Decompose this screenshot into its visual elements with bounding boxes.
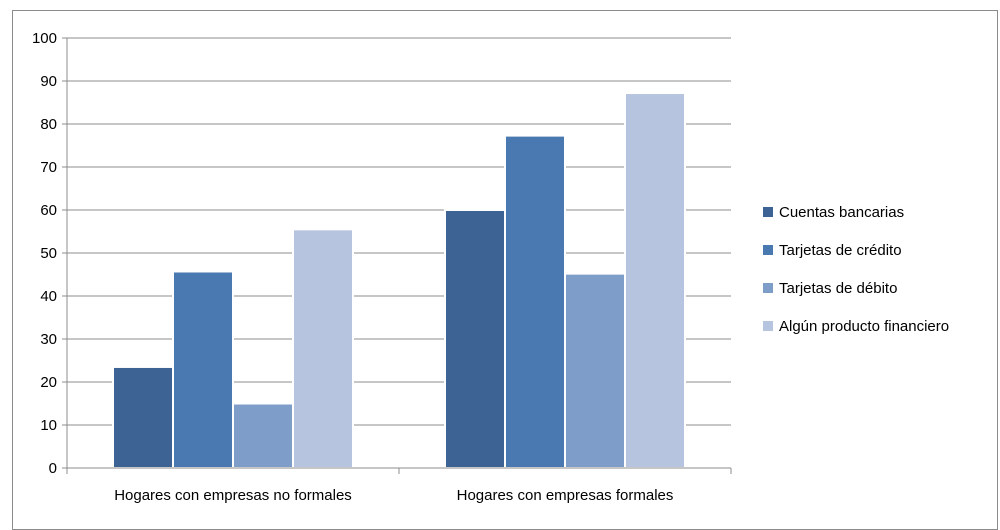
- legend-swatch: [763, 207, 773, 217]
- y-tick-label: 10: [40, 417, 57, 434]
- bar-3-2: [564, 272, 626, 470]
- legend-label: Cuentas bancarias: [779, 204, 904, 221]
- bar-1-1: [112, 365, 174, 470]
- legend-swatch: [763, 283, 773, 293]
- bar-1-2: [444, 209, 506, 469]
- y-tick-label: 40: [40, 288, 57, 305]
- legend: Cuentas bancarias Tarjetas de crédito Tarj…: [763, 204, 949, 335]
- y-tick-label: 0: [49, 460, 57, 477]
- y-tick-label: 70: [40, 159, 57, 176]
- bar-2-1: [172, 270, 234, 469]
- y-tick-label: 100: [32, 30, 57, 47]
- y-tick-labels: 0 10 20 30 40 50 60 70 80 90 100: [32, 30, 67, 477]
- y-tick-label: 30: [40, 331, 57, 348]
- bar-4-2: [624, 92, 686, 469]
- y-tick-label: 80: [40, 116, 57, 133]
- legend-swatch: [763, 321, 773, 331]
- legend-label: Algún producto financiero: [779, 318, 949, 335]
- bar-4-1: [292, 228, 354, 469]
- y-tick-label: 50: [40, 245, 57, 262]
- y-tick-label: 20: [40, 374, 57, 391]
- bar-2-2: [504, 134, 566, 470]
- bar-chart: 0 10 20 30 40 50 60 70 80 90 100 Hogares con empre…: [32, 30, 949, 504]
- y-tick-label: 90: [40, 73, 57, 90]
- x-category-labels: Hogares con empresas no formales Hogares …: [66, 468, 732, 504]
- bars: [112, 92, 686, 470]
- bar-3-1: [232, 402, 294, 469]
- x-category-label: Hogares con empresas formales: [457, 487, 674, 504]
- x-category-label: Hogares con empresas no formales: [114, 487, 352, 504]
- y-tick-label: 60: [40, 202, 57, 219]
- legend-swatch: [763, 245, 773, 255]
- legend-label: Tarjetas de crédito: [779, 242, 902, 259]
- legend-label: Tarjetas de débito: [779, 280, 897, 297]
